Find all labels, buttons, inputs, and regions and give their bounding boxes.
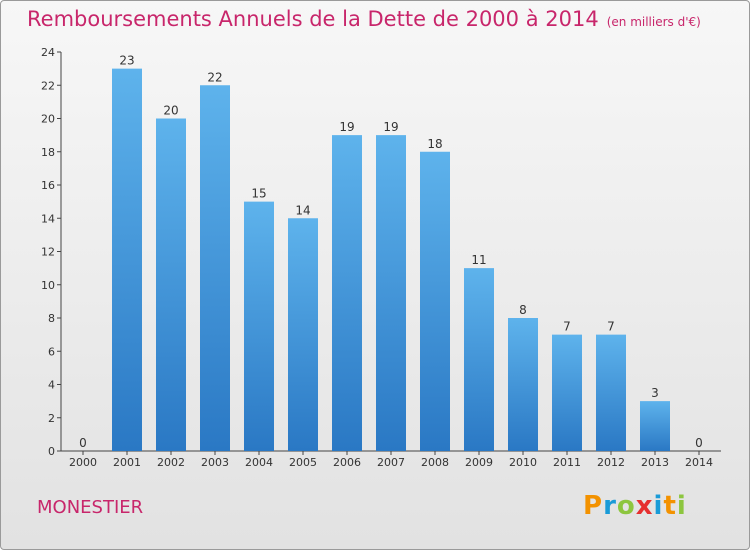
x-tick-label: 2011 [553, 456, 581, 469]
x-tick-label: 2000 [69, 456, 97, 469]
commune-name: MONESTIER [37, 497, 144, 518]
bar [244, 201, 274, 451]
y-tick-label: 8 [48, 312, 55, 325]
bar [508, 318, 538, 451]
bar-value-label: 7 [563, 320, 571, 334]
chart-title: Remboursements Annuels de la Dette de 20… [27, 7, 701, 31]
bar-value-label: 0 [79, 436, 87, 450]
x-tick-label: 2003 [201, 456, 229, 469]
bar-value-label: 11 [471, 253, 486, 267]
x-tick-label: 2002 [157, 456, 185, 469]
y-tick-label: 10 [41, 279, 55, 292]
bar [596, 334, 626, 451]
logo-letter: r [603, 491, 617, 521]
bar-value-label: 15 [251, 187, 266, 201]
bar-value-label: 19 [339, 120, 354, 134]
logo-letter: i [676, 491, 687, 521]
bar [112, 68, 142, 451]
y-tick-label: 2 [48, 412, 55, 425]
bar [288, 218, 318, 451]
bar [200, 85, 230, 451]
y-tick-label: 16 [41, 179, 55, 192]
bar [552, 334, 582, 451]
x-tick-label: 2009 [465, 456, 493, 469]
y-tick-label: 24 [41, 46, 55, 59]
logo-letter: t [663, 491, 677, 521]
bar-value-label: 3 [651, 386, 659, 400]
x-tick-label: 2014 [685, 456, 713, 469]
bar [156, 118, 186, 451]
y-tick-label: 12 [41, 246, 55, 259]
x-tick-label: 2008 [421, 456, 449, 469]
x-tick-label: 2001 [113, 456, 141, 469]
logo-letter: o [616, 491, 636, 521]
x-tick-label: 2004 [245, 456, 273, 469]
bar-value-label: 23 [119, 54, 134, 68]
logo-letter: x [635, 491, 654, 521]
bar [332, 135, 362, 451]
bar-value-label: 20 [163, 104, 178, 118]
x-tick-label: 2013 [641, 456, 669, 469]
proxiti-logo: Proxiti [583, 491, 687, 521]
x-tick-label: 2006 [333, 456, 361, 469]
logo-letter: i [653, 491, 664, 521]
chart-unit: (en milliers d'€) [606, 15, 701, 29]
bar [640, 401, 670, 451]
y-tick-label: 20 [41, 113, 55, 126]
bars: 0 23 20 22 15 14 19 19 18 11 8 7 7 3 0 [79, 54, 703, 451]
chart-title-text: Remboursements Annuels de la Dette de 20… [27, 7, 599, 31]
bar [376, 135, 406, 451]
bar-value-label: 0 [695, 436, 703, 450]
y-tick-label: 0 [48, 445, 55, 458]
y-tick-label: 18 [41, 146, 55, 159]
bar [420, 151, 450, 451]
bar-value-label: 8 [519, 303, 527, 317]
x-axis: 2000 2001 2002 2003 2004 2005 2006 2007 2008 2009… [61, 450, 721, 469]
x-tick-label: 2012 [597, 456, 625, 469]
logo-letter: P [583, 491, 604, 521]
bar [464, 268, 494, 451]
y-tick-label: 14 [41, 212, 55, 225]
y-tick-label: 4 [48, 379, 55, 392]
x-tick-label: 2007 [377, 456, 405, 469]
bar-value-label: 18 [427, 137, 442, 151]
bar-value-label: 22 [207, 70, 222, 84]
x-tick-label: 2010 [509, 456, 537, 469]
y-tick-label: 22 [41, 79, 55, 92]
bar-value-label: 14 [295, 203, 310, 217]
bar-value-label: 19 [383, 120, 398, 134]
bar-value-label: 7 [607, 320, 615, 334]
x-tick-label: 2005 [289, 456, 317, 469]
y-tick-label: 6 [48, 345, 55, 358]
